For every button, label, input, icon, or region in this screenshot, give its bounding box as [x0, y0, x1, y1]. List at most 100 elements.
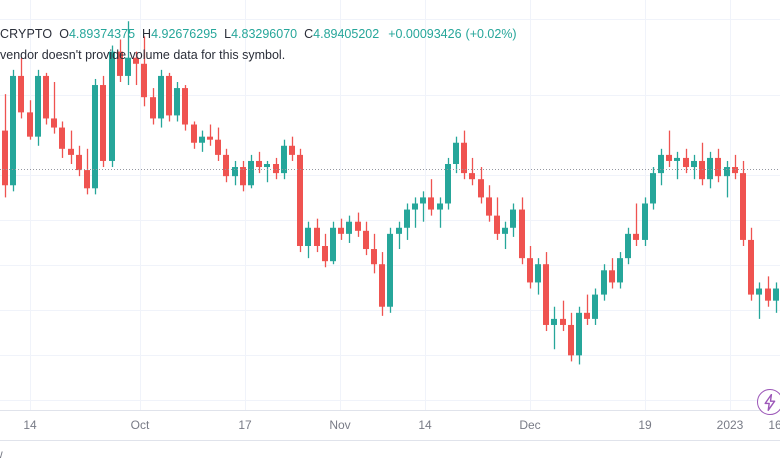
chart-svg: [0, 0, 780, 410]
candle-body: [371, 249, 377, 265]
candle-body: [568, 324, 574, 356]
candle-body: [453, 142, 459, 164]
candle-body: [478, 179, 484, 198]
candle-body: [592, 294, 598, 319]
candle-body: [650, 173, 656, 204]
candle-body: [18, 75, 24, 113]
candle-body: [256, 160, 262, 168]
candle-body: [191, 124, 197, 143]
candle-body: [27, 112, 33, 137]
candle-body: [199, 136, 205, 143]
candle-body: [609, 270, 615, 283]
candle-body: [232, 167, 238, 177]
candle-body: [510, 209, 516, 228]
candle-body: [404, 209, 410, 228]
candle-body: [141, 63, 147, 98]
candle-body: [707, 157, 713, 180]
bottom-toolbar: w: [0, 440, 780, 471]
candle-body: [445, 164, 451, 204]
candle-body: [683, 157, 689, 168]
x-axis-tick-7: 2023: [716, 418, 744, 432]
candle-body: [150, 97, 156, 119]
candle-body: [724, 167, 730, 177]
x-axis-tick-2: 17: [238, 418, 252, 432]
candle-body: [355, 221, 361, 231]
candle-body: [494, 215, 500, 234]
candle-body: [732, 167, 738, 174]
candle-body: [387, 233, 393, 307]
candle-body: [166, 75, 172, 116]
candle-body: [10, 75, 16, 186]
x-axis-tick-8: 16: [768, 418, 780, 432]
candle-body: [248, 160, 254, 186]
candle-body: [396, 227, 402, 234]
candle-body: [674, 157, 680, 161]
candle-body: [100, 85, 106, 161]
candle-body: [428, 197, 434, 210]
x-axis[interactable]: 14 Oct 17 Nov 14 Dec 19 2023 16: [0, 410, 780, 441]
candle-body: [748, 239, 754, 295]
candle-body: [412, 203, 418, 210]
candlestick-chart-plot[interactable]: [0, 0, 780, 410]
candle-body: [658, 154, 664, 174]
candle-body: [765, 288, 771, 301]
candle-body: [264, 164, 270, 168]
x-axis-tick-6: 19: [638, 418, 652, 432]
candle-body: [322, 246, 328, 262]
x-axis-tick-0: 14: [23, 418, 37, 432]
candle-body: [240, 167, 246, 186]
candle-series: [2, 21, 779, 365]
candle-body: [281, 145, 287, 174]
candle-body: [2, 130, 8, 186]
candle-body: [551, 318, 557, 325]
candle-body: [633, 233, 639, 240]
candle-body: [469, 173, 475, 180]
candle-body: [486, 197, 492, 216]
candle-body: [223, 154, 229, 177]
candle-body: [740, 173, 746, 240]
candle-body: [297, 154, 303, 246]
candle-body: [84, 170, 90, 189]
candle-body: [363, 230, 369, 250]
candle-body: [691, 160, 697, 168]
candle-body: [43, 75, 49, 119]
candle-body: [527, 258, 533, 283]
candle-body: [314, 227, 320, 246]
candle-body: [543, 264, 549, 325]
candle-body: [699, 160, 705, 180]
candle-body: [338, 227, 344, 234]
candle-body: [109, 51, 115, 161]
candle-body: [617, 258, 623, 283]
candle-body: [76, 154, 82, 171]
candle-body: [642, 203, 648, 240]
candle-body: [420, 197, 426, 204]
candle-body: [535, 264, 541, 283]
candle-body: [182, 88, 188, 125]
candle-body: [51, 118, 57, 128]
candle-body: [601, 270, 607, 295]
candle-body: [625, 233, 631, 259]
lightning-bolt-glyph: [764, 394, 776, 411]
candle-body: [519, 209, 525, 259]
candle-body: [68, 148, 74, 155]
candle-body: [289, 145, 295, 155]
candle-body: [756, 288, 762, 295]
x-axis-tick-3: Nov: [329, 418, 351, 432]
candle-body: [666, 154, 672, 161]
candle-body: [576, 312, 582, 356]
candle-body: [273, 164, 279, 174]
candle-body: [461, 142, 467, 174]
candle-body: [158, 75, 164, 119]
candle-body: [715, 157, 721, 177]
candle-body: [207, 136, 213, 140]
candle-body: [305, 227, 311, 246]
candle-body: [773, 288, 779, 301]
candle-body: [92, 85, 98, 189]
candle-body: [437, 203, 443, 210]
x-axis-tick-4: 14: [418, 418, 432, 432]
lightning-circle-icon[interactable]: [757, 389, 780, 415]
candle-body: [330, 227, 336, 262]
x-axis-tick-5: Dec: [519, 418, 541, 432]
candle-body: [346, 221, 352, 234]
